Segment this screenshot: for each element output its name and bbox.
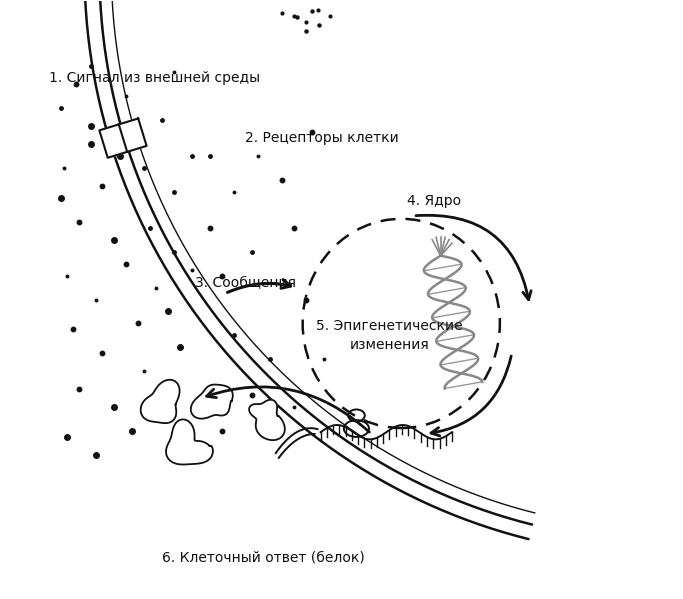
Text: 5. Эпигенетические
изменения: 5. Эпигенетические изменения [316,319,462,352]
Polygon shape [249,400,285,440]
Text: 6. Клеточный ответ (белок): 6. Клеточный ответ (белок) [163,550,365,565]
Text: 2. Рецепторы клетки: 2. Рецепторы клетки [245,131,398,145]
Text: 4. Ядро: 4. Ядро [407,194,461,208]
Polygon shape [141,380,180,423]
Text: 1. Сигнал из внешней среды: 1. Сигнал из внешней среды [48,71,260,86]
Polygon shape [166,419,213,464]
Polygon shape [99,119,147,158]
Text: 3. Сообщения: 3. Сообщения [195,276,296,290]
Polygon shape [191,385,233,419]
